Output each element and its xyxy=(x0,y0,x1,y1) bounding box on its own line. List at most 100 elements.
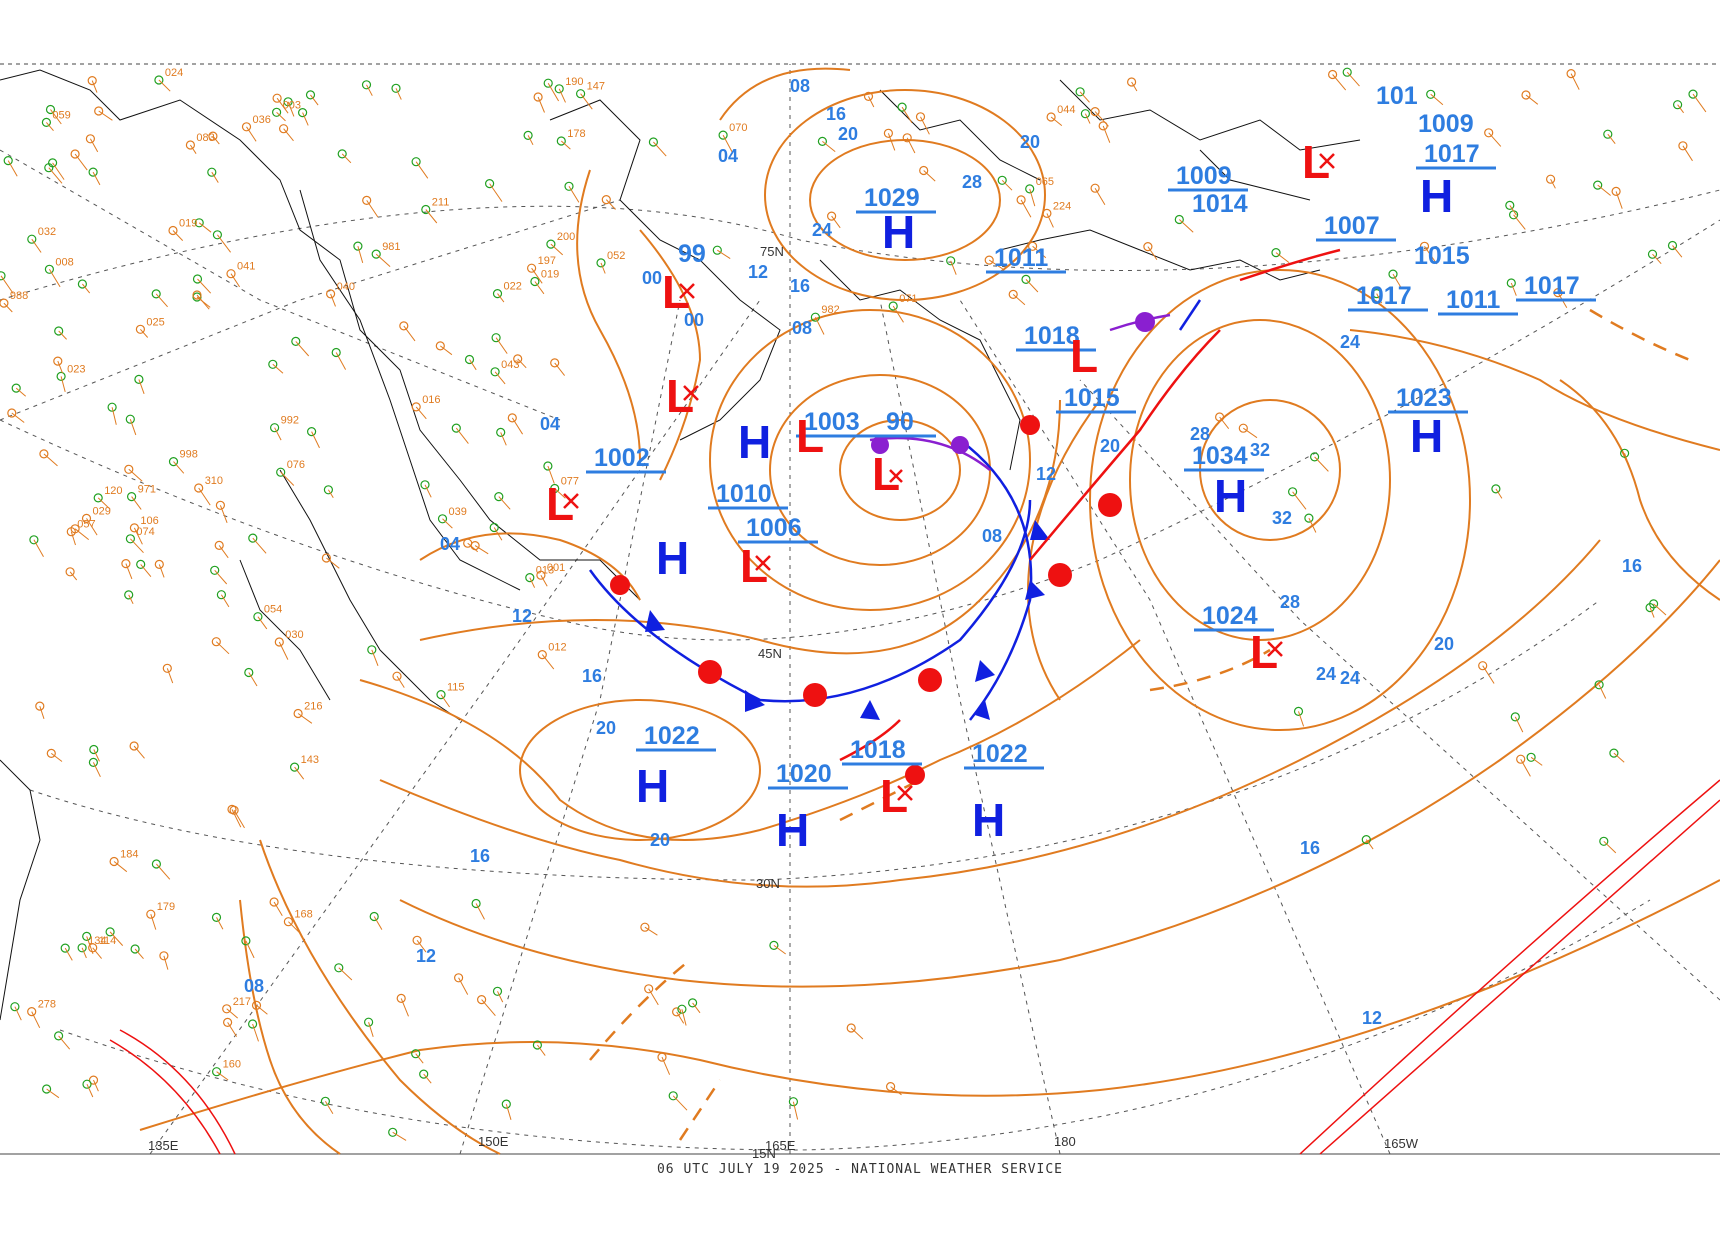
station-marker xyxy=(492,289,503,299)
wind-barb xyxy=(540,574,548,587)
station-marker xyxy=(902,133,912,143)
station-marker xyxy=(1238,423,1248,433)
wind-barb xyxy=(0,275,14,294)
station-marker xyxy=(437,514,448,524)
station-pressure-value: 216 xyxy=(304,701,322,713)
station-marker xyxy=(471,898,481,909)
wind-barb xyxy=(311,431,320,449)
wind-barb xyxy=(1050,116,1063,126)
wind-barb xyxy=(113,861,128,873)
wind-barb xyxy=(198,222,212,233)
wind-barb xyxy=(1482,665,1495,684)
wind-barb xyxy=(1525,94,1539,105)
station-marker xyxy=(226,269,236,279)
wind-barb xyxy=(98,110,113,121)
isobar-label: 20 xyxy=(596,718,616,738)
station-pressure-value: 988 xyxy=(10,290,28,302)
wind-barb xyxy=(283,128,294,142)
station-marker xyxy=(212,1067,222,1077)
station-marker xyxy=(464,354,475,365)
wind-barb xyxy=(1649,607,1655,618)
wind-barb xyxy=(58,330,67,340)
station-marker xyxy=(70,149,80,159)
wind-barb xyxy=(212,135,220,145)
wind-barb xyxy=(297,713,313,724)
station-marker xyxy=(810,312,821,322)
station-marker xyxy=(194,218,204,228)
station-marker xyxy=(291,336,301,346)
wind-barb xyxy=(568,186,580,203)
wind-barb xyxy=(560,140,571,150)
center-value: 1022 xyxy=(972,740,1028,768)
low-pressure-icon: L xyxy=(1250,626,1278,678)
wind-barb xyxy=(1012,294,1026,306)
wind-barb xyxy=(288,921,301,934)
station-pressure-value: 016 xyxy=(422,394,440,406)
station-pressure-value: 043 xyxy=(501,359,519,371)
station-marker xyxy=(7,408,17,418)
station-marker xyxy=(1327,69,1338,80)
station-marker xyxy=(77,943,87,953)
wind-barb xyxy=(81,947,87,959)
station-marker xyxy=(154,559,164,570)
wind-barb xyxy=(547,82,560,102)
station-marker xyxy=(47,158,58,168)
station-marker xyxy=(268,359,278,369)
wind-barb xyxy=(70,531,76,546)
station-marker xyxy=(1372,289,1382,299)
station-marker xyxy=(485,179,495,189)
station-marker xyxy=(435,341,445,351)
wind-barb xyxy=(672,1095,688,1111)
center-value: 1006 xyxy=(746,514,802,542)
center-value: 1010 xyxy=(716,480,772,508)
grid-labels: 75N 45N 30N 15N 135E 150E 165E 180 165W xyxy=(148,244,1419,1161)
station-marker xyxy=(1603,129,1613,139)
wind-barb xyxy=(415,1053,424,1064)
coastlines xyxy=(0,69,1361,1021)
wind-barb xyxy=(166,668,174,684)
wind-barb xyxy=(1495,488,1503,499)
wind-barb xyxy=(215,641,230,655)
wind-barb xyxy=(489,183,503,202)
station-marker xyxy=(1609,748,1619,758)
station-pressure-value: 992 xyxy=(281,415,299,427)
station-marker xyxy=(215,500,225,510)
wind-barb xyxy=(415,406,427,420)
station-marker xyxy=(454,973,464,983)
station-marker xyxy=(543,461,553,471)
wind-barb xyxy=(276,111,286,122)
wind-barb xyxy=(1488,132,1502,147)
wind-barb xyxy=(1392,273,1403,289)
station-marker xyxy=(526,263,537,273)
station-marker xyxy=(412,935,422,945)
station-pressure-value: 178 xyxy=(567,128,585,140)
cold-front xyxy=(588,299,1202,721)
wind-barb xyxy=(48,167,63,184)
isobar-label: 00 xyxy=(642,268,662,288)
station-marker xyxy=(1516,754,1526,764)
station-values: 992 971 981 043 019 012 988 029 003 023 059 030 036 0… xyxy=(10,67,1076,1071)
station-marker xyxy=(369,911,379,922)
station-marker xyxy=(523,130,533,140)
station-marker xyxy=(1619,448,1630,458)
isobar-label: 08 xyxy=(790,76,810,96)
center-value: 1018 xyxy=(1024,322,1080,350)
wind-barb xyxy=(605,199,616,210)
station-marker xyxy=(769,940,779,951)
station-marker xyxy=(718,130,728,140)
station-pressure-value: 044 xyxy=(1057,104,1075,116)
station-marker xyxy=(326,289,336,299)
wind-barb xyxy=(580,93,593,110)
station-pressure-value: 074 xyxy=(136,526,154,538)
station-marker xyxy=(109,856,119,867)
station-marker xyxy=(87,75,97,86)
grid-label-180: 180 xyxy=(1054,1134,1076,1149)
wind-barb xyxy=(74,153,88,171)
wind-barb xyxy=(458,977,469,995)
wind-barb xyxy=(248,672,258,687)
isobar-label: 28 xyxy=(1280,592,1300,612)
station-marker xyxy=(392,671,402,681)
station-marker xyxy=(185,140,195,150)
station-marker xyxy=(276,467,286,477)
isobar-label: 24 xyxy=(812,220,832,240)
